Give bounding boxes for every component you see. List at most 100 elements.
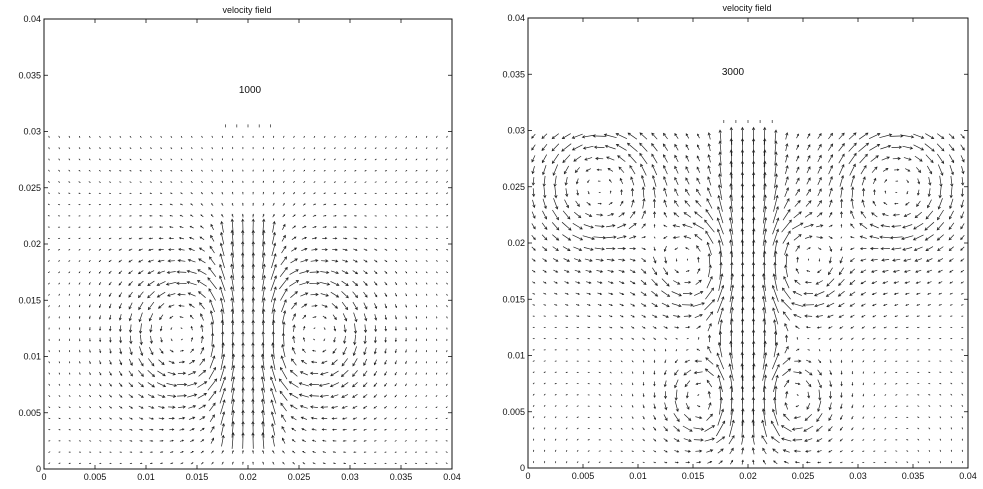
velocity-arrow xyxy=(576,461,579,464)
velocity-arrow xyxy=(793,449,801,453)
velocity-arrow xyxy=(99,371,102,376)
velocity-arrow xyxy=(840,186,844,198)
velocity-arrow xyxy=(860,303,866,307)
velocity-arrow xyxy=(220,411,226,425)
velocity-arrow xyxy=(323,135,326,138)
velocity-arrow xyxy=(118,237,122,240)
velocity-arrow xyxy=(576,304,580,306)
velocity-arrow xyxy=(917,416,920,419)
velocity-arrow xyxy=(576,449,579,452)
velocity-arrow xyxy=(129,192,132,194)
velocity-arrow xyxy=(139,158,142,161)
velocity-arrow xyxy=(147,259,154,263)
velocity-arrow xyxy=(176,281,187,285)
velocity-arrow xyxy=(683,314,692,318)
velocity-arrow xyxy=(762,351,768,370)
velocity-arrow xyxy=(88,215,91,217)
velocity-arrow xyxy=(300,258,309,263)
velocity-arrow xyxy=(78,451,82,453)
velocity-arrow xyxy=(884,371,887,374)
velocity-arrow xyxy=(729,295,735,314)
velocity-arrow xyxy=(817,176,822,185)
velocity-arrow xyxy=(170,462,174,465)
velocity-arrow xyxy=(795,405,799,408)
velocity-arrow xyxy=(839,175,845,187)
velocity-arrow xyxy=(961,427,964,430)
velocity-arrow xyxy=(961,177,965,186)
velocity-arrow xyxy=(868,133,881,140)
velocity-arrow xyxy=(200,439,205,443)
velocity-arrow xyxy=(159,203,163,206)
velocity-arrow xyxy=(280,288,288,301)
velocity-arrow xyxy=(817,400,822,412)
velocity-arrow xyxy=(840,246,843,252)
velocity-arrow xyxy=(653,359,656,364)
velocity-arrow xyxy=(850,210,855,219)
velocity-arrow xyxy=(311,439,317,442)
y-tick-label: 0.015 xyxy=(502,294,525,304)
velocity-arrow xyxy=(728,419,735,437)
velocity-arrow xyxy=(552,234,560,241)
velocity-arrow xyxy=(894,326,898,329)
velocity-arrow xyxy=(98,259,102,263)
velocity-arrow xyxy=(774,173,778,189)
velocity-arrow xyxy=(531,234,536,241)
velocity-arrow xyxy=(617,155,626,162)
velocity-arrow xyxy=(707,253,711,267)
velocity-arrow xyxy=(571,133,583,139)
velocity-arrow xyxy=(374,215,378,217)
velocity-arrow xyxy=(925,258,933,262)
velocity-arrow xyxy=(281,437,286,444)
velocity-arrow xyxy=(681,303,694,307)
velocity-arrow xyxy=(341,291,349,299)
velocity-arrow xyxy=(321,248,328,252)
velocity-arrow xyxy=(893,292,899,295)
velocity-arrow xyxy=(158,405,165,409)
velocity-arrow xyxy=(425,316,428,319)
velocity-arrow xyxy=(109,348,112,354)
velocity-arrow xyxy=(771,408,779,426)
velocity-arrow xyxy=(128,370,133,377)
velocity-arrow xyxy=(98,270,102,274)
velocity-arrow xyxy=(446,282,448,285)
velocity-arrow xyxy=(598,371,601,374)
velocity-arrow xyxy=(862,371,865,374)
velocity-arrow xyxy=(597,281,603,284)
velocity-arrow xyxy=(261,274,266,292)
velocity-arrow xyxy=(446,237,449,240)
velocity-arrow xyxy=(179,203,183,206)
velocity-arrow xyxy=(109,451,112,453)
velocity-arrow xyxy=(892,213,900,217)
velocity-arrow xyxy=(609,371,612,374)
velocity-arrow xyxy=(333,181,337,183)
velocity-arrow xyxy=(148,226,153,229)
velocity-arrow xyxy=(139,440,143,442)
velocity-arrow xyxy=(191,158,193,161)
velocity-arrow xyxy=(415,327,418,331)
velocity-arrow xyxy=(609,382,612,385)
velocity-arrow xyxy=(532,360,535,362)
velocity-arrow xyxy=(960,188,964,198)
velocity-arrow xyxy=(211,332,215,347)
velocity-arrow xyxy=(928,416,931,419)
velocity-arrow xyxy=(384,382,388,387)
velocity-arrow xyxy=(631,450,634,452)
velocity-arrow xyxy=(68,293,71,296)
velocity-arrow xyxy=(915,292,921,295)
velocity-arrow xyxy=(176,270,187,274)
velocity-arrow xyxy=(138,312,143,323)
velocity-arrow xyxy=(682,425,693,432)
velocity-arrow xyxy=(374,314,378,321)
velocity-arrow xyxy=(331,259,339,263)
velocity-arrow xyxy=(740,216,744,235)
velocity-arrow xyxy=(651,278,658,287)
velocity-arrow xyxy=(598,428,601,430)
velocity-arrow xyxy=(78,293,81,297)
velocity-arrow xyxy=(694,291,704,296)
velocity-arrow xyxy=(98,158,101,161)
velocity-arrow xyxy=(729,239,733,258)
velocity-arrow xyxy=(950,360,953,362)
velocity-arrow xyxy=(291,346,296,355)
velocity-arrow xyxy=(138,382,144,388)
velocity-arrow xyxy=(318,383,330,387)
